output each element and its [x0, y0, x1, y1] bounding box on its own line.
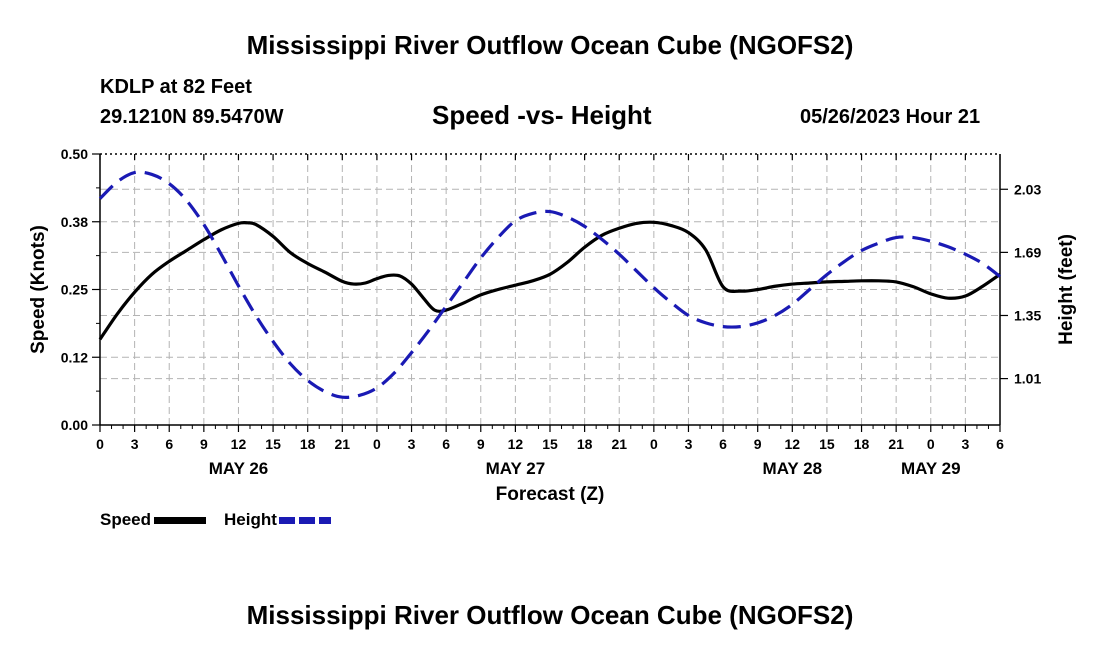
y-tick-label-left: 0.00: [61, 417, 88, 433]
x-tick-label: 21: [611, 436, 627, 452]
x-tick-label: 9: [200, 436, 208, 452]
date-label: MAY 29: [901, 459, 961, 478]
x-tick-label: 6: [442, 436, 450, 452]
x-tick-label: 0: [650, 436, 658, 452]
coordinates-label: 29.1210N 89.5470W: [100, 106, 284, 128]
y-tick-label-left: 0.38: [61, 214, 88, 230]
x-tick-label: 3: [131, 436, 139, 452]
x-tick-label: 0: [927, 436, 935, 452]
y-tick-label-left: 0.50: [61, 146, 88, 162]
y-tick-label-left: 0.12: [61, 349, 88, 365]
x-tick-label: 9: [477, 436, 485, 452]
series-line-height: [98, 170, 1001, 399]
x-tick-label: 9: [754, 436, 762, 452]
y-tick-label-right: 1.35: [1014, 307, 1041, 323]
legend-speed-line: [154, 516, 207, 524]
x-axis-title: Forecast (Z): [496, 484, 605, 505]
speed-height-chart: 0 3 6 9 12 15 18 21 0 3 6 9 12 15 18 21 0 3 6 9 12 15 18 21 0 3 6 M…: [28, 146, 1077, 505]
x-tick-label: 15: [542, 436, 558, 452]
y-tick-label-right: 1.01: [1014, 371, 1041, 387]
x-tick-label: 18: [854, 436, 870, 452]
x-tick-label: 15: [265, 436, 281, 452]
legend-height-line: [278, 516, 331, 524]
series-line-speed: [98, 220, 1001, 341]
x-tick-label: 12: [231, 436, 247, 452]
forecast-datetime: 05/26/2023 Hour 21: [800, 106, 981, 128]
date-label: MAY 27: [486, 459, 546, 478]
x-tick-label: 21: [335, 436, 351, 452]
x-tick-label: 3: [408, 436, 416, 452]
x-tick-label: 0: [373, 436, 381, 452]
x-tick-label: 6: [719, 436, 727, 452]
chart-legend: Speed Height: [100, 509, 331, 531]
x-tick-label: 3: [685, 436, 693, 452]
x-tick-label: 18: [577, 436, 593, 452]
page-title: Mississippi River Outflow Ocean Cube (NG…: [246, 30, 854, 60]
y-tick-label-left: 0.25: [61, 282, 88, 298]
x-tick-label: 15: [819, 436, 835, 452]
x-tick-label: 21: [888, 436, 904, 452]
chart-subtitle: Speed -vs- Height: [432, 100, 652, 130]
x-tick-label: 6: [165, 436, 173, 452]
x-tick-label: 12: [508, 436, 524, 452]
legend-height-label: Height: [224, 510, 277, 529]
legend-speed-label: Speed: [100, 510, 152, 529]
x-tick-label: 6: [996, 436, 1004, 452]
date-label: MAY 26: [209, 459, 269, 478]
y-axis-title-right: Height (feet): [1056, 234, 1077, 345]
footer-title: Mississippi River Outflow Ocean Cube (NG…: [246, 600, 854, 630]
x-tick-label: 18: [300, 436, 316, 452]
y-tick-label-right: 1.69: [1014, 244, 1041, 260]
x-tick-label: 12: [785, 436, 801, 452]
station-label: KDLP at 82 Feet: [100, 76, 252, 98]
date-label: MAY 28: [763, 459, 823, 478]
y-axis-title-left: Speed (Knots): [28, 225, 49, 354]
x-tick-label: 0: [96, 436, 104, 452]
x-tick-label: 3: [961, 436, 969, 452]
y-tick-label-right: 2.03: [1014, 181, 1041, 197]
